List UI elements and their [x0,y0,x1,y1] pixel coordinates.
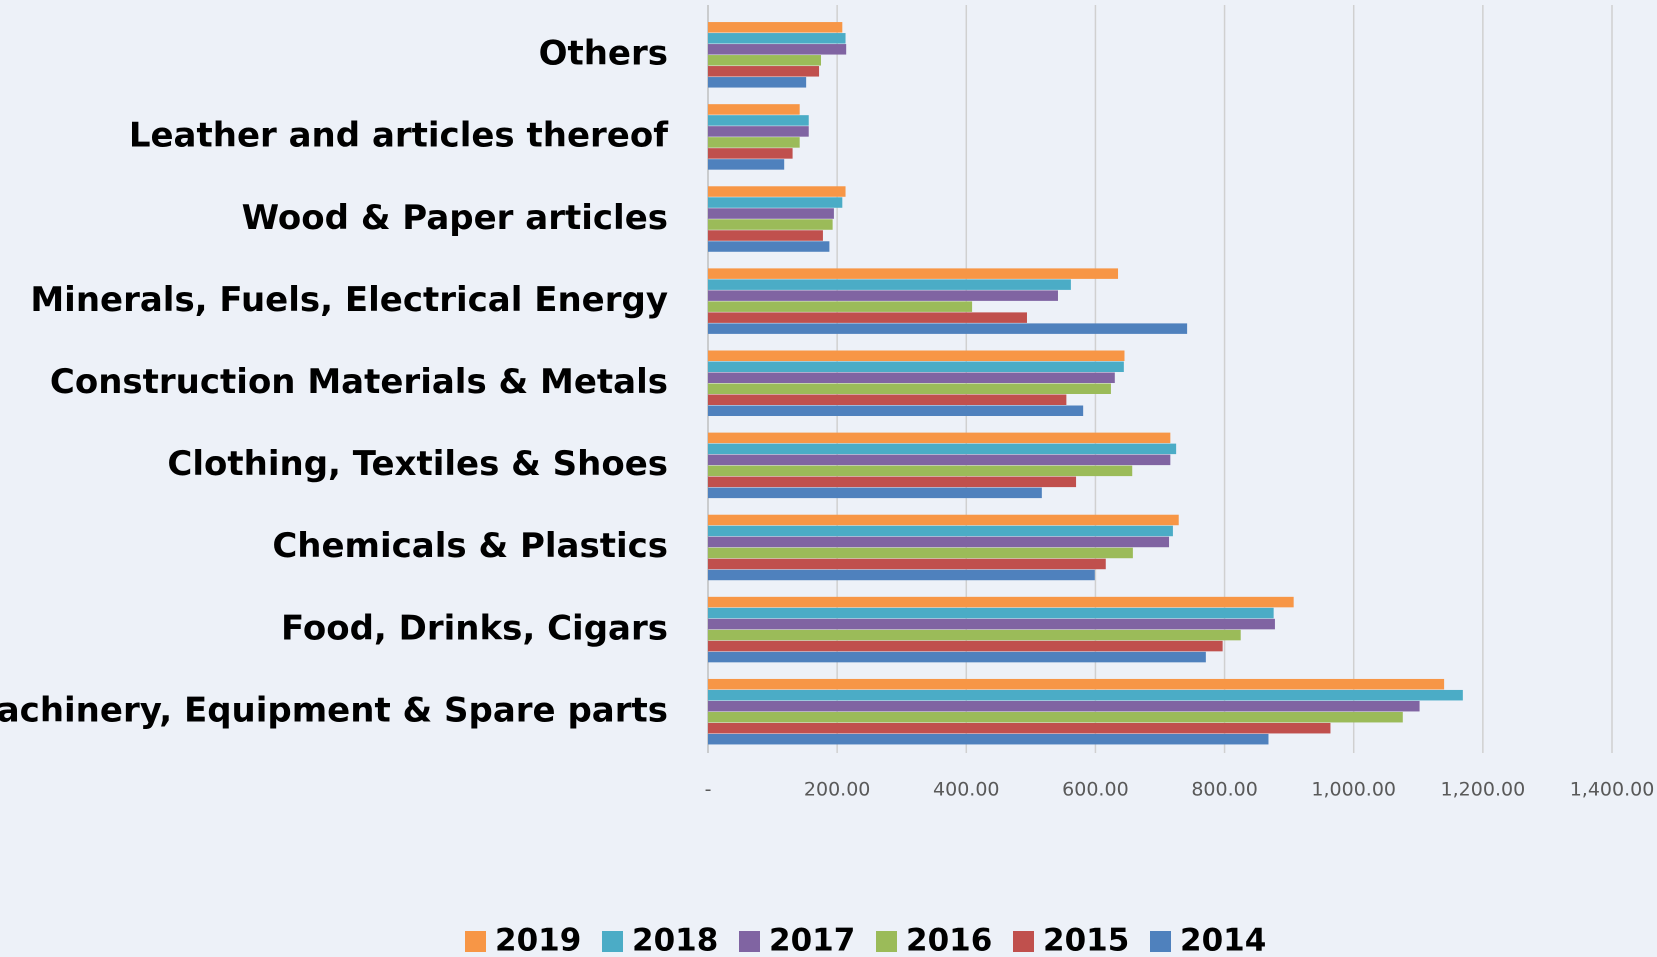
y-tick-label: Minerals, Fuels, Electrical Energy [30,280,668,320]
x-tick-label: 800.00 [1191,779,1257,801]
bar [708,22,843,33]
bar [708,197,843,208]
bar [708,208,834,219]
bar [708,465,1133,477]
legend-swatch [876,931,897,952]
bar [708,476,1077,488]
y-tick-label: Food, Drinks, Cigars [281,608,668,648]
bar [708,77,807,88]
bar [708,547,1133,559]
bar [708,361,1124,372]
legend-label: 2018 [632,923,718,957]
bar [708,350,1125,361]
bar [708,689,1463,701]
legend-swatch [1150,931,1171,952]
legend-swatch [739,931,760,952]
x-tick-label: 600.00 [1062,779,1128,801]
bar [708,487,1042,499]
bar [708,596,1294,608]
bar [708,33,846,44]
bar [708,443,1177,455]
bar [708,301,973,312]
y-tick-label: Wood & Paper articles [242,198,668,238]
bar [708,525,1173,537]
x-tick-label: 1,400.00 [1570,779,1655,801]
bar [708,66,820,77]
legend-label: 2019 [495,923,581,957]
bar [708,55,821,66]
y-tick-label: Others [539,34,668,74]
bar [708,186,846,197]
bar [708,569,1095,581]
bar [708,230,823,241]
bar [708,678,1445,690]
y-tick-label: Chemicals & Plastics [272,526,668,566]
bar [708,383,1111,394]
bar [708,722,1331,734]
bar [708,432,1171,444]
y-tick-label: Construction Materials & Metals [50,362,668,402]
bar [708,394,1067,405]
bar [708,733,1269,745]
bar [708,44,847,55]
bar [708,640,1223,652]
bar [708,323,1188,334]
bar [708,651,1206,663]
bar [708,607,1274,619]
x-tick-label: 1,000.00 [1311,779,1396,801]
bar [708,514,1179,526]
legend-label: 2015 [1043,923,1129,957]
bar [708,558,1106,570]
bar [708,312,1027,323]
bar [708,454,1171,466]
bar [708,126,809,137]
bar [708,629,1241,641]
y-tick-label: Machinery, Equipment & Spare parts [0,690,668,730]
legend-label: 2016 [906,923,992,957]
bar [708,372,1115,383]
legend-label: 2017 [769,923,855,957]
x-tick-label: - [705,779,712,801]
bar [708,700,1420,712]
legend-label: 2014 [1180,923,1266,957]
x-tick-label: 200.00 [804,779,870,801]
bar [708,711,1403,723]
bar [708,536,1170,548]
bar [708,159,785,170]
legend-swatch [465,931,486,952]
bar [708,290,1058,301]
bar [708,104,800,115]
bar [708,241,830,252]
y-tick-label: Leather and articles thereof [129,116,669,156]
y-tick-label: Clothing, Textiles & Shoes [167,444,668,484]
bar [708,219,833,230]
legend-swatch [602,931,623,952]
bar [708,279,1071,290]
bar [708,137,800,148]
bar [708,405,1084,416]
legend-swatch [1013,931,1034,952]
bar [708,115,809,126]
bar [708,148,793,159]
x-tick-label: 400.00 [933,779,999,801]
bar [708,618,1275,630]
bar [708,268,1119,279]
x-tick-label: 1,200.00 [1441,779,1526,801]
